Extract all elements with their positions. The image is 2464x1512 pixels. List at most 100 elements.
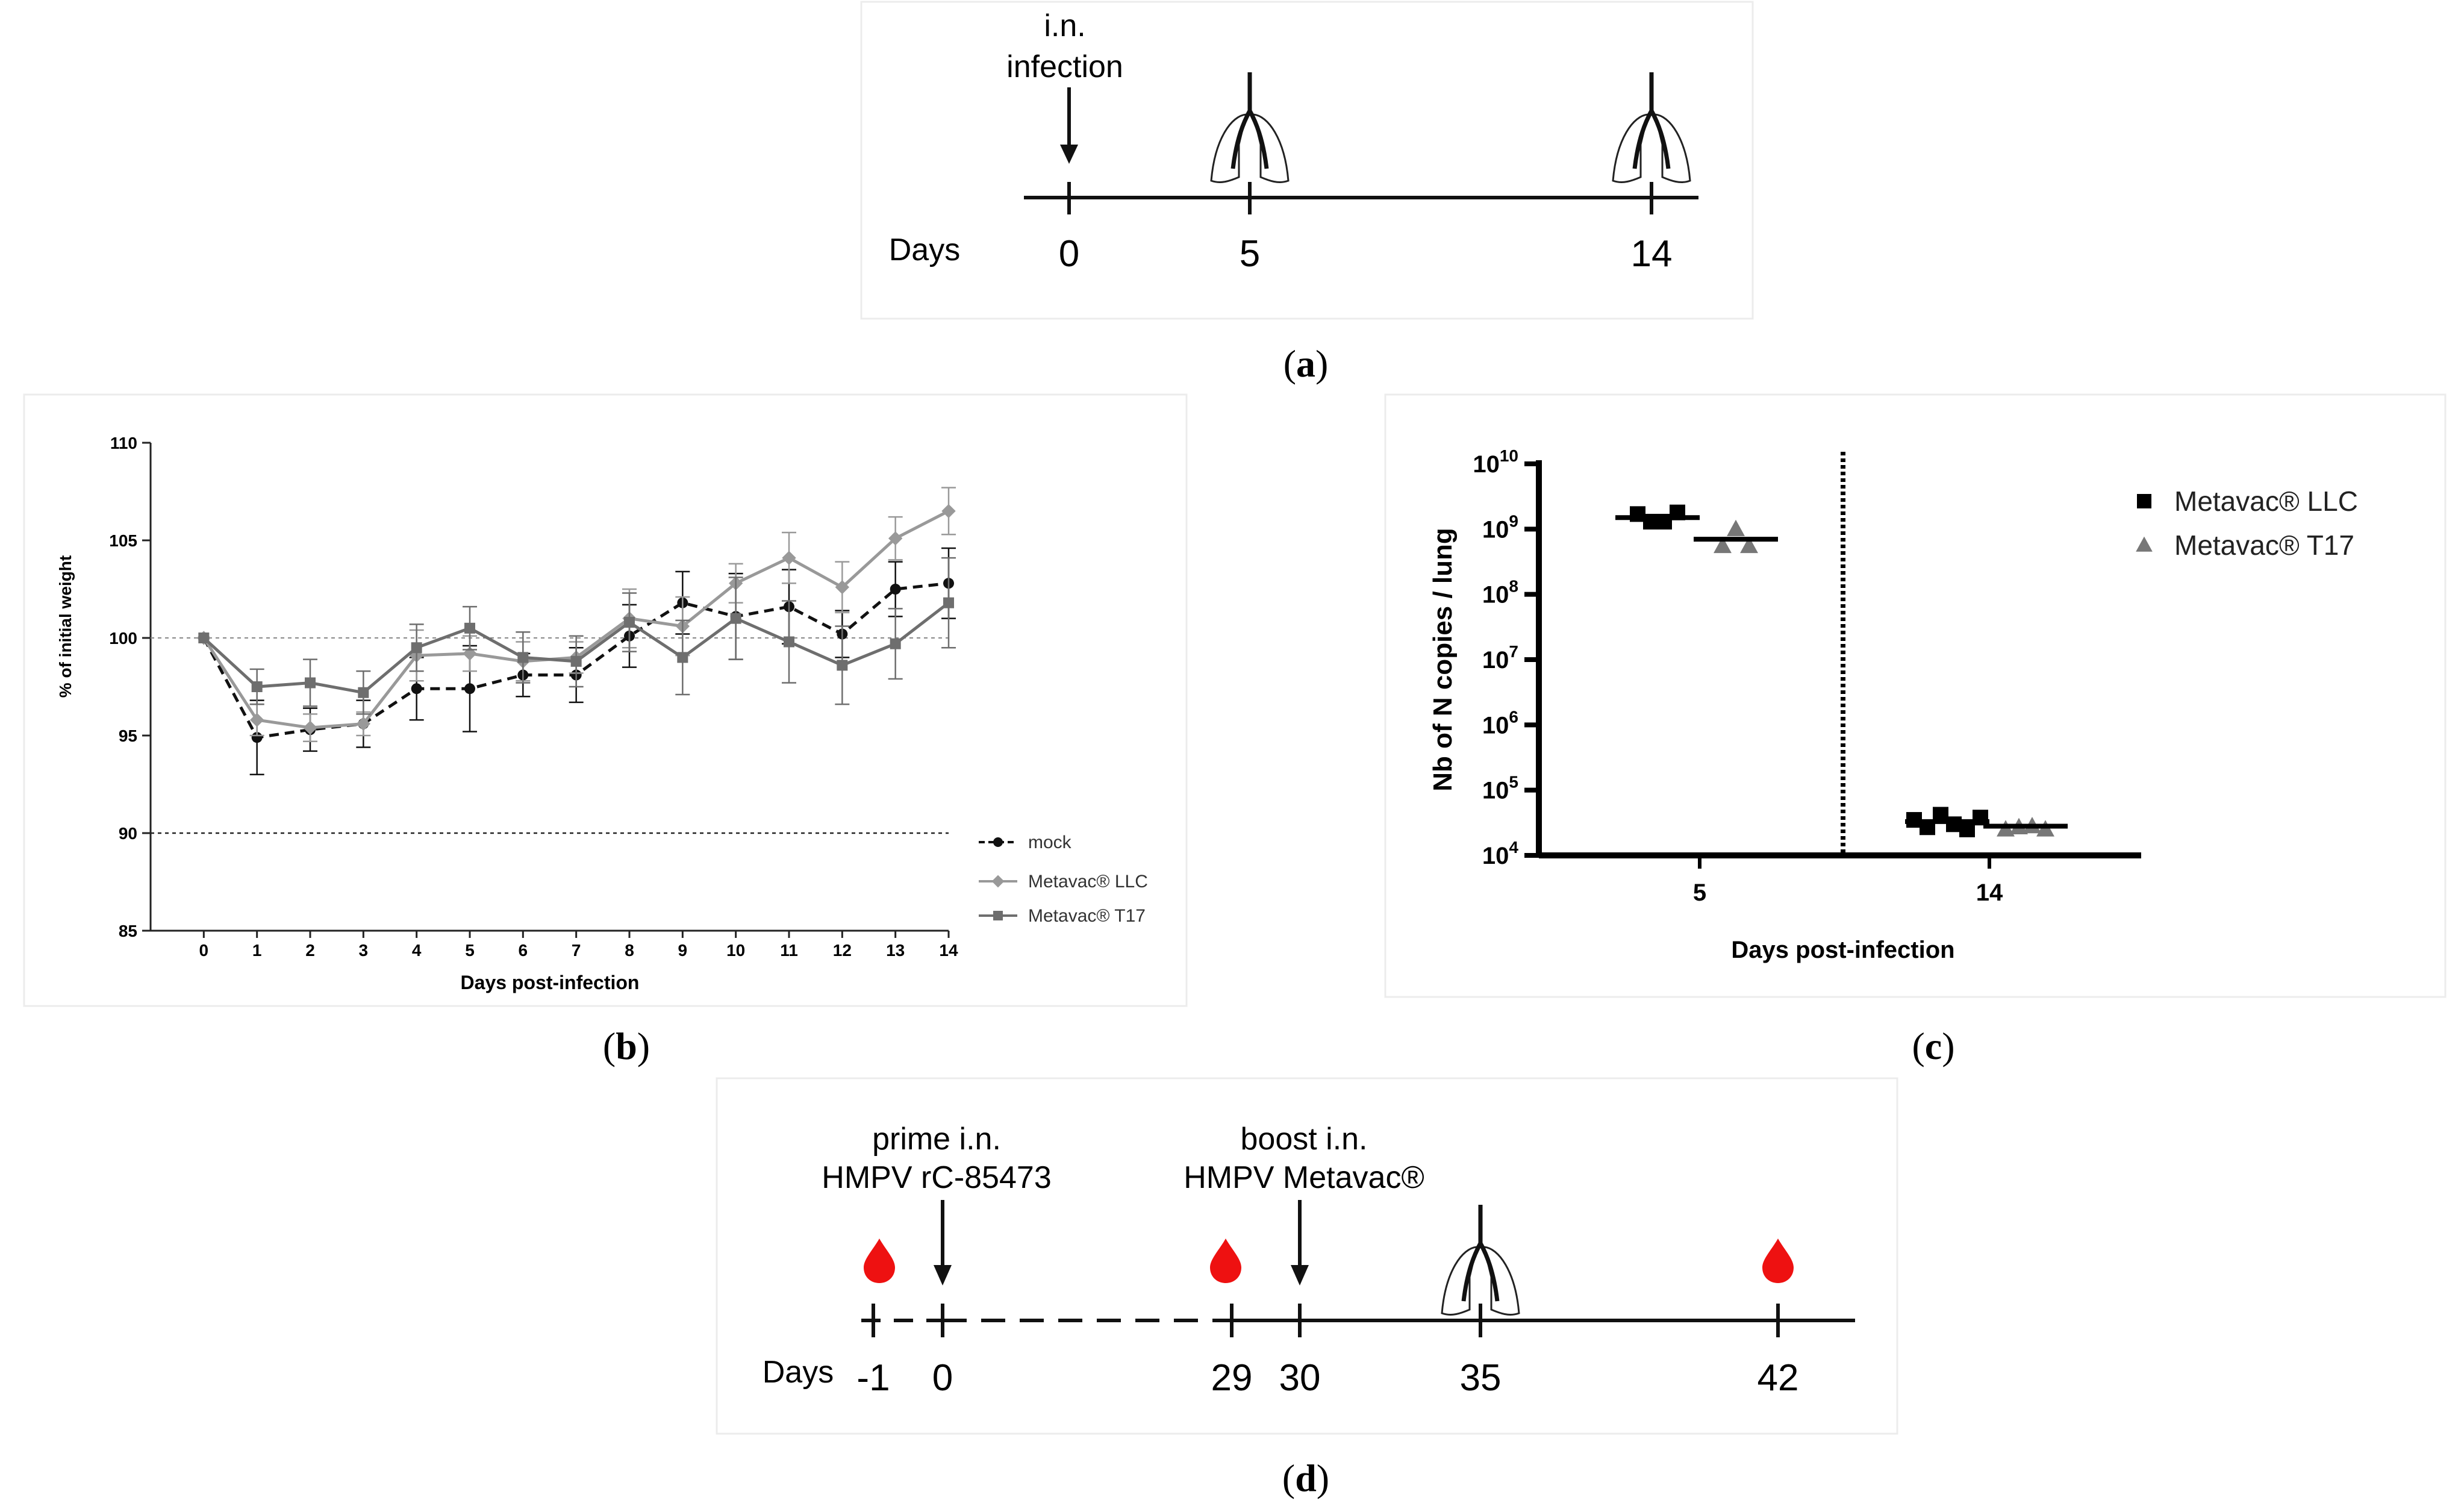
b-x-tick-label: 8	[625, 941, 634, 960]
c-data-point	[1946, 816, 1962, 833]
b-data-point	[305, 677, 316, 689]
b-data-point	[251, 681, 263, 692]
b-x-tick-label: 3	[359, 941, 369, 960]
tick-label-30: 30	[1279, 1357, 1321, 1399]
b-x-tick-label: 13	[886, 941, 905, 960]
c-y-tick-label: 109	[1482, 511, 1518, 543]
b-data-point	[356, 716, 371, 731]
tick-label-35: 35	[1460, 1357, 1502, 1399]
tick-label-0: 0	[932, 1357, 953, 1399]
panel-c-frame	[1384, 393, 2447, 998]
b-y-tick-label: 90	[119, 824, 137, 843]
b-x-axis-label: Days post-infection	[461, 972, 640, 993]
tick-label-14: 14	[1631, 233, 1673, 275]
tick-label-5: 5	[1240, 233, 1260, 275]
b-y-tick-label: 100	[109, 629, 137, 648]
days-label: Days	[763, 1355, 834, 1390]
infection-arrow	[1060, 87, 1078, 164]
panel-d: prime i.n. HMPV rC-85473 boost i.n. HMPV…	[716, 1077, 1898, 1499]
b-data-point	[784, 636, 794, 648]
c-x-tick-label: 14	[1976, 879, 2003, 906]
b-data-point	[730, 613, 741, 624]
b-y-axis-label: % of initial weight	[56, 555, 75, 698]
b-x-tick-label: 9	[678, 941, 688, 960]
b-legend-marker	[993, 911, 1003, 920]
b-x-tick-label: 6	[519, 941, 528, 960]
tick-label-42: 42	[1758, 1357, 1799, 1399]
b-x-tick-label: 7	[572, 941, 581, 960]
b-data-point	[888, 531, 903, 546]
boost-arrow	[1291, 1200, 1309, 1286]
b-y-tick-label: 105	[109, 531, 137, 550]
b-data-point	[837, 660, 848, 671]
b-legend-marker	[993, 837, 1003, 847]
tick-label-minus1: -1	[856, 1357, 890, 1399]
tick-label-29: 29	[1211, 1357, 1253, 1399]
b-y-tick-label: 110	[110, 434, 137, 452]
caption-d: (d)	[1282, 1457, 1329, 1499]
b-data-point	[464, 683, 475, 695]
b-data-point	[890, 638, 901, 649]
b-y-tick-label: 85	[119, 922, 137, 940]
c-data-point	[1714, 536, 1732, 554]
c-x-tick-label: 5	[1693, 879, 1706, 906]
infection-label: infection	[1006, 49, 1123, 84]
days-label: Days	[889, 233, 960, 267]
b-y-tick-label: 95	[119, 726, 137, 745]
c-y-tick-label: 104	[1482, 838, 1519, 869]
panel-a: i.n. infection Days 0 5 14 (a)	[860, 1, 1754, 385]
b-data-point	[941, 504, 956, 519]
copies-chart: Nb of N copies / lung Days post-infectio…	[1428, 446, 2358, 963]
panel-a-frame	[860, 1, 1754, 320]
caption-a: (a)	[1283, 342, 1329, 385]
caption-c: (c)	[1912, 1025, 1954, 1067]
b-data-point	[463, 646, 477, 661]
b-x-tick-label: 4	[412, 941, 422, 960]
panel-d-frame	[716, 1077, 1898, 1435]
b-data-point	[677, 652, 688, 663]
panel-c: Nb of N copies / lung Days post-infectio…	[1384, 393, 2447, 1067]
b-x-tick-label: 1	[252, 941, 262, 960]
c-legend-label: Metavac® T17	[2174, 530, 2354, 561]
b-data-point	[835, 580, 850, 595]
b-data-point	[890, 584, 901, 595]
b-x-tick-label: 12	[833, 941, 852, 960]
c-data-point	[1959, 821, 1975, 837]
b-data-point	[358, 687, 369, 698]
c-y-tick-label: 1010	[1473, 446, 1518, 478]
b-legend-label: mock	[1028, 833, 1072, 852]
route-label: i.n.	[1044, 8, 1085, 43]
b-data-point	[251, 732, 263, 743]
c-legend-marker	[2136, 536, 2153, 552]
panel-b-frame	[23, 393, 1188, 1007]
b-x-tick-label: 2	[305, 941, 315, 960]
caption-b: (b)	[603, 1025, 650, 1067]
prime-label: prime i.n.	[872, 1122, 1001, 1157]
boost-strain-label: HMPV Metavac®	[1184, 1160, 1424, 1195]
c-series	[1615, 504, 1989, 837]
tick-label-0: 0	[1059, 233, 1079, 275]
c-series	[1694, 519, 2068, 837]
b-x-tick-label: 0	[199, 941, 209, 960]
b-data-point	[411, 683, 422, 695]
prime-strain-label: HMPV rC-85473	[822, 1160, 1051, 1195]
b-data-point	[624, 617, 635, 628]
b-data-point	[464, 622, 475, 634]
b-legend-label: Metavac® T17	[1028, 906, 1146, 926]
c-y-tick-label: 106	[1482, 707, 1518, 739]
c-data-point	[1727, 519, 1745, 537]
b-data-point	[411, 642, 422, 654]
c-legend-label: Metavac® LLC	[2174, 486, 2358, 517]
b-x-tick-label: 11	[780, 941, 798, 960]
b-data-point	[198, 633, 210, 643]
b-data-point	[570, 655, 582, 667]
panel-b: % of initial weight Days post-infection …	[23, 393, 1188, 1067]
b-data-point	[303, 720, 317, 735]
c-y-tick-label: 108	[1482, 577, 1518, 608]
b-data-point	[943, 597, 954, 608]
c-y-tick-label: 107	[1482, 642, 1518, 673]
boost-label: boost i.n.	[1240, 1122, 1367, 1157]
b-x-tick-label: 5	[465, 941, 475, 960]
c-y-tick-label: 105	[1482, 773, 1518, 804]
prime-arrow	[934, 1200, 952, 1286]
